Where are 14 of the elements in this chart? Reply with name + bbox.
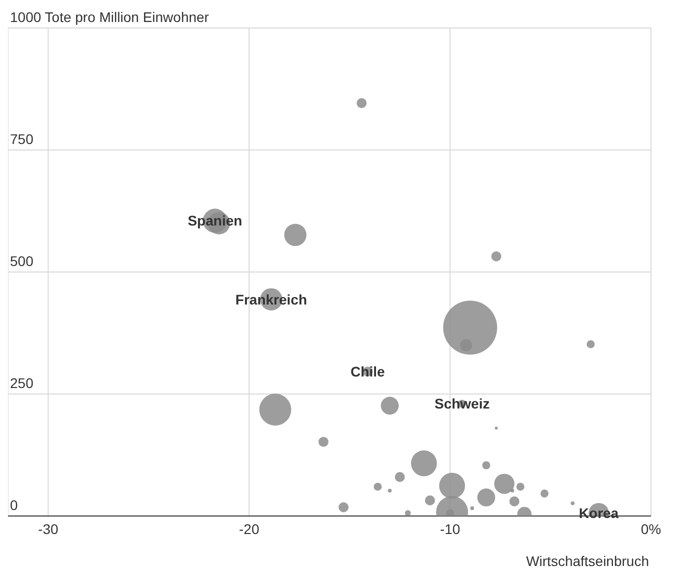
- x-tick-label: -20: [239, 520, 260, 537]
- x-tick-label: -10: [440, 520, 460, 537]
- x-axis-title: Wirtschaftseinbruch: [526, 553, 649, 569]
- y-tick-label: 0: [10, 497, 18, 513]
- y-tick-label: 750: [10, 131, 34, 147]
- annotation: Schweiz: [434, 396, 490, 412]
- y-tick-label: 1000 Tote pro Million Einwohner: [10, 9, 210, 25]
- y-tick-label: 500: [10, 253, 34, 269]
- y-tick-label: 250: [10, 375, 34, 391]
- annotation: Spanien: [188, 212, 242, 229]
- annotation: Frankreich: [235, 291, 308, 308]
- annotation: Chile: [350, 364, 385, 380]
- x-tick-label: -30: [38, 520, 59, 537]
- x-tick-label: 0%: [640, 520, 662, 537]
